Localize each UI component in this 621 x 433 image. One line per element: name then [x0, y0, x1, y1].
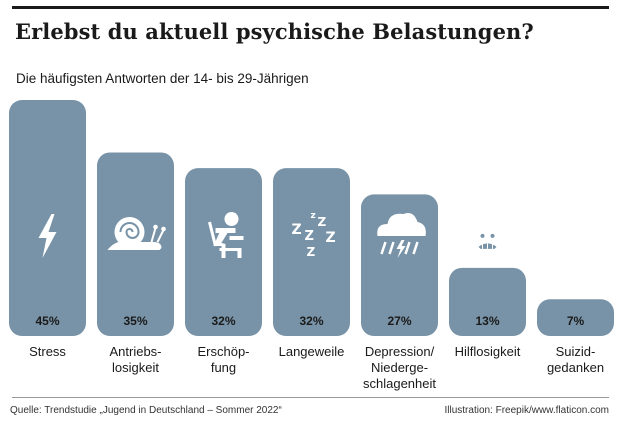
footer-rule	[12, 397, 609, 398]
category-label: Suizid-	[556, 344, 596, 359]
category-label: Langeweile	[279, 344, 345, 359]
source-note: Quelle: Trendstudie „Jugend in Deutschla…	[10, 405, 282, 416]
bar-value-label: 27%	[387, 314, 411, 328]
illustration-credit: Illustration: Freepik/www.flaticon.com	[444, 405, 609, 416]
category-label: schlagenheit	[363, 376, 436, 391]
category-label: Antriebs-	[109, 344, 161, 359]
category-label: Erschöp-	[197, 344, 249, 359]
bar-value-label: 45%	[35, 314, 59, 328]
bar-value-label: 35%	[123, 314, 147, 328]
category-label: Stress	[29, 344, 66, 359]
category-label: Hilflosigkeit	[455, 344, 521, 359]
worried-face-icon	[472, 223, 503, 255]
bar-value-label: 13%	[475, 314, 499, 328]
chart-subtitle: Die häufigsten Antworten der 14- bis 29-…	[16, 71, 309, 86]
category-label: fung	[211, 360, 236, 375]
bar-value-label: 7%	[567, 314, 585, 328]
bar-value-label: 32%	[299, 314, 323, 328]
bar-0	[9, 100, 86, 336]
bar-value-label: 32%	[211, 314, 235, 328]
category-label: Niederge-	[371, 360, 428, 375]
category-label: gedanken	[547, 360, 604, 375]
bar-5	[449, 267, 526, 336]
category-label: losigkeit	[112, 360, 159, 375]
bar-6	[537, 299, 614, 336]
chart-title: Erlebst du aktuell psychische Belastunge…	[15, 19, 534, 44]
top-rule	[12, 6, 609, 9]
category-label: Depression/	[365, 344, 435, 359]
cross-icon	[561, 221, 590, 278]
